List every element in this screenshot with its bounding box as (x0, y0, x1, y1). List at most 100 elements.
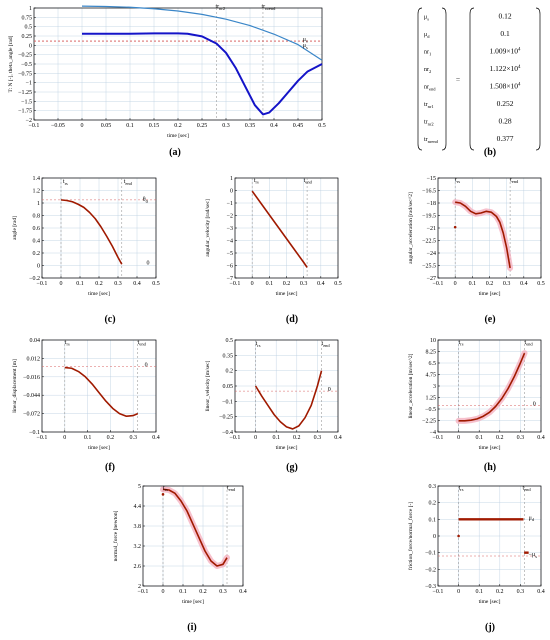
y-tick-label: −25.5 (422, 264, 436, 270)
annotation: tend (522, 485, 531, 492)
series-line-0 (251, 190, 308, 268)
y-tick-label: −0.4 (222, 430, 233, 436)
x-tick-label: 0.4 (239, 589, 247, 595)
x-tick-label: 0.2 (496, 589, 504, 595)
annotation: tend (304, 178, 313, 185)
y-tick-label: 5 (138, 484, 141, 490)
y-tick-label: 3.2 (134, 544, 142, 550)
y-axis-label: angle [rad] (12, 216, 18, 240)
y-tick-label: −0.25 (219, 415, 233, 421)
y-axis-label: angular_velocity [rad/sec] (205, 199, 211, 257)
panel-caption-g: (g) (286, 462, 298, 473)
value-exponent: 4 (518, 83, 521, 88)
right-bracket-left-column (441, 7, 447, 151)
annotation-sub: end (526, 342, 533, 347)
annotation-sub: rs (65, 181, 68, 186)
annotation-main: θ (143, 197, 146, 203)
y-tick-label: −15 (427, 176, 436, 182)
x-tick-label: 0 (251, 281, 254, 287)
annotation-sub: end (524, 487, 531, 492)
x-tick-label: 0.4 (334, 435, 342, 441)
x-tick-label: −0.1 (433, 281, 444, 287)
y-tick-label: 0 (230, 189, 233, 195)
x-axis-label: time [sec] (276, 291, 298, 297)
x-tick-label: 0.3 (222, 123, 230, 129)
x-tick-label: 0.45 (293, 123, 304, 129)
x-axis-label: time [sec] (479, 445, 501, 451)
right-bracket-right-column (535, 7, 541, 151)
y-tick-label: 2.6 (134, 564, 142, 570)
parameter-value: 1.122×104 (489, 64, 521, 73)
x-tick-label: 0.05 (101, 123, 112, 129)
y-tick-label: −0.1 (222, 399, 233, 405)
parameter-name: μs (424, 15, 429, 22)
annotation-sub: end (125, 181, 132, 186)
x-tick-label: 0.1 (469, 281, 477, 287)
annotation-main: 0 (533, 402, 536, 408)
x-tick-label: 0 (454, 281, 457, 287)
x-tick-label: 0.2 (174, 123, 182, 129)
y-tick-label: 0.25 (22, 34, 33, 40)
annotation-sub: rs (457, 179, 460, 184)
annotation-sub: nrend (265, 6, 276, 11)
y-tick-label: −2 (227, 214, 233, 220)
x-tick-label: 0.3 (517, 435, 525, 441)
y-tick-label: −1.25 (18, 90, 32, 96)
y-tick-label: 0 (433, 534, 436, 540)
parameter-name-sub: 2 (429, 69, 431, 74)
y-axis-label: friction_force/normal_force [-] (407, 502, 414, 570)
x-tick-label: 0.3 (300, 281, 308, 287)
x-tick-label: 0.2 (283, 281, 291, 287)
y-tick-label: 0.5 (25, 25, 33, 31)
y-tick-label: −3 (227, 226, 233, 232)
annotation-sub: end (139, 342, 146, 347)
annotation-main: μ (303, 43, 306, 49)
x-tick-label: 0.4 (317, 281, 325, 287)
annotation: tend (138, 340, 147, 347)
y-tick-label: −27 (427, 276, 436, 282)
series-line-0 (60, 199, 123, 265)
annotation-sub: s (306, 45, 308, 50)
parameter-name-main: μ (424, 15, 427, 21)
x-tick-label: 0.5 (152, 281, 160, 287)
x-axis-label: time [sec] (88, 291, 110, 297)
parameter-value: 1.508×104 (489, 82, 521, 91)
annotation: trs (254, 178, 259, 185)
y-tick-label: 0.05 (223, 384, 234, 390)
y-axis-label: normal_force [newton] (112, 510, 119, 561)
data-point (161, 493, 165, 496)
annotation-sub: s (535, 554, 537, 559)
x-tick-label: 0.5 (537, 281, 545, 287)
panel-caption-f: (f) (105, 462, 115, 473)
parameter-name-sub: nr1 (428, 104, 434, 109)
panel-caption-i: (i) (187, 622, 196, 633)
annotation: 0 (328, 387, 331, 393)
parameter-value: 0.377 (497, 134, 514, 143)
x-tick-label: 0.4 (270, 123, 278, 129)
y-tick-label: −0.044 (23, 393, 40, 399)
annotation-main: t (138, 340, 140, 346)
annotation-main: t (459, 340, 461, 346)
x-tick-label: −0.1 (37, 435, 48, 441)
x-tick-label: 0.1 (266, 281, 274, 287)
y-axis-label: T: N [-], theta_angle [rad] (8, 35, 14, 92)
x-tick-label: 0.1 (475, 435, 483, 441)
y-tick-label: −5 (227, 251, 233, 257)
annotation-main: μ (529, 515, 532, 521)
x-tick-label: 0.3 (114, 281, 122, 287)
annotation-main: 0 (328, 387, 331, 393)
equals-sign: = (456, 75, 460, 84)
y-tick-label: −0.1 (29, 430, 40, 436)
x-tick-label: 0.2 (496, 435, 504, 441)
y-tick-label: −2.25 (422, 419, 436, 425)
chart-panel-a: −0.1 −0.05 0 0.05 0.1 0.15 0.2 0.25 0.3 0.35 0.4 0.… (8, 4, 326, 139)
x-tick-label: 0.4 (537, 435, 545, 441)
annotation: tend (525, 340, 534, 347)
annotation: tend (124, 179, 133, 186)
annotation-main: t (124, 179, 126, 185)
panel-caption-j: (j) (485, 622, 495, 633)
x-tick-label: 0.3 (129, 435, 137, 441)
annotation: 0 (147, 260, 150, 266)
annotation: μd (529, 515, 535, 522)
annotation-main: tr (262, 4, 266, 10)
